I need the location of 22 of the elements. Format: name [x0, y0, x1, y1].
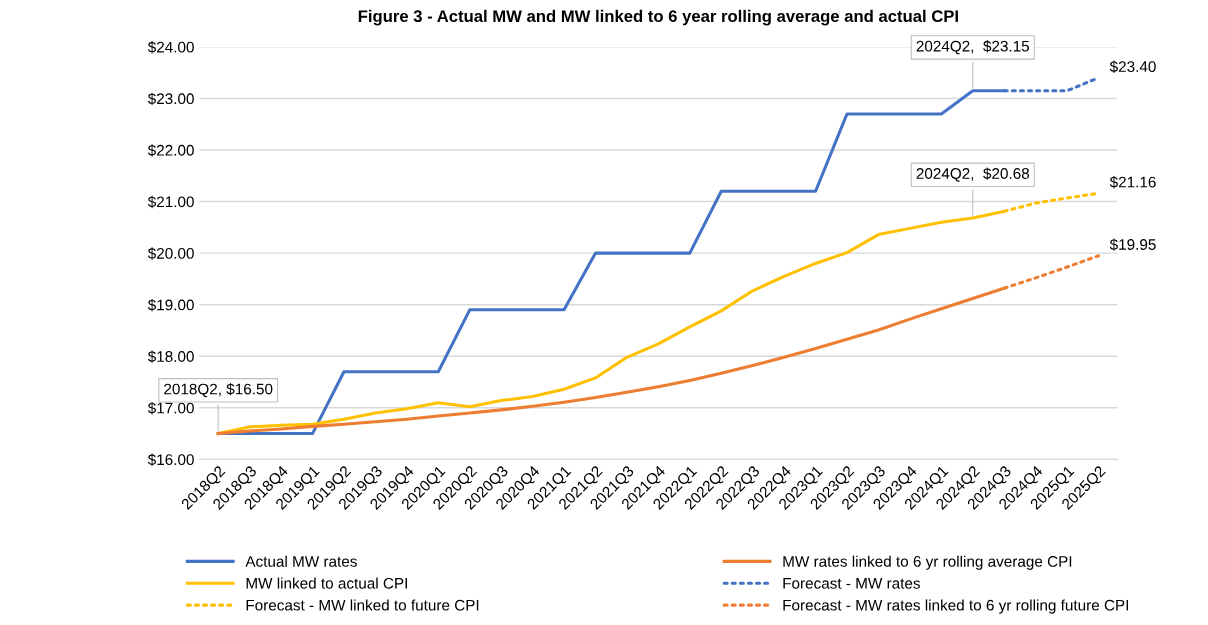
y-tick-label: $24.00	[147, 41, 194, 54]
y-tick-label: $21.00	[147, 195, 194, 209]
y-tick-label: $16.00	[147, 453, 194, 466]
chart-title: Figure 3 - Actual MW and MW linked to 6 year rolling average and actual CPI	[358, 9, 958, 26]
y-tick-label: $17.00	[147, 402, 194, 415]
legend-label: Forecast - MW linked to future CPI	[246, 599, 479, 611]
y-tick-label: $18.00	[147, 350, 194, 363]
legend-label: MW linked to actual CPI	[246, 577, 407, 589]
annotation: 2018Q2, $16.50	[164, 383, 273, 398]
legend-label: Forecast - MW rates	[783, 578, 920, 589]
annotation: 2024Q2, $20.68	[916, 167, 1030, 182]
y-tick-label: $19.00	[147, 298, 194, 312]
y-tick-label: $22.00	[147, 144, 194, 157]
annotation: $21.16	[1109, 176, 1156, 189]
legend-label: Actual MW rates	[245, 555, 357, 567]
annotation: 2024Q2, $23.15	[916, 40, 1030, 55]
annotation: $19.95	[1109, 238, 1156, 251]
annotation: $23.40	[1109, 60, 1156, 73]
y-tick-label: $23.00	[147, 92, 194, 106]
y-tick-label: $20.00	[147, 247, 194, 260]
legend-label: Forecast - MW rates linked to 6 yr rolling future CPI	[783, 599, 1129, 614]
legend-label: MW rates linked to 6 yr rolling average CPI	[783, 555, 1072, 570]
